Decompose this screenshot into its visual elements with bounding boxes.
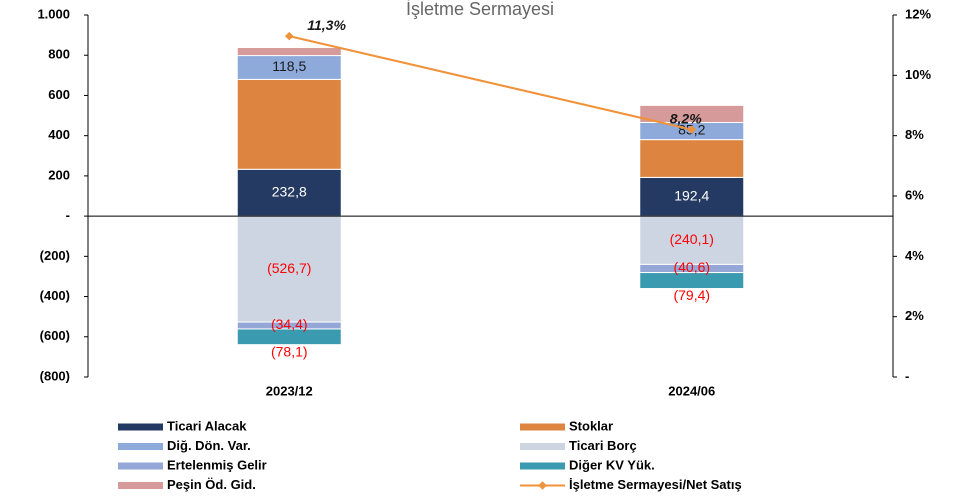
legend-label: Ticari Alacak — [167, 418, 247, 433]
value-label: (34,4) — [271, 316, 308, 332]
line-value-label: 8,2% — [670, 110, 702, 126]
legend-label: Diğer KV Yük. — [569, 457, 655, 472]
line-value-label: 11,3% — [307, 17, 346, 33]
y-tick-label: 600 — [48, 87, 70, 102]
legend-swatch — [520, 423, 565, 431]
y2-tick-label: 8% — [905, 127, 924, 142]
chart-title: İşletme Sermayesi — [406, 0, 554, 19]
bar-segment — [639, 272, 745, 290]
legend-swatch — [118, 462, 163, 470]
y-tick-label: 1.000 — [37, 6, 70, 21]
y2-tick-label: 12% — [905, 6, 931, 21]
value-label: (40,6) — [673, 259, 710, 275]
legend-label: Peşin Öd. Gid. — [167, 477, 256, 492]
y-tick-label: (800) — [40, 368, 70, 383]
value-label: (526,7) — [267, 260, 311, 276]
y2-tick-label: 10% — [905, 67, 931, 82]
bar-segment — [639, 104, 745, 123]
legend-label: Ticari Borç — [569, 438, 637, 453]
legend-label: İşletme Sermayesi/Net Satış — [569, 477, 742, 492]
y2-tick-label: 6% — [905, 187, 924, 202]
legend-swatch — [118, 482, 163, 489]
y-tick-label: (400) — [40, 288, 70, 303]
y2-tick-label: 2% — [905, 308, 924, 323]
legend-label: Stoklar — [569, 418, 613, 433]
value-label: (78,1) — [271, 343, 308, 359]
bar-segment — [639, 176, 745, 217]
y-tick-label: (600) — [40, 328, 70, 343]
y-tick-label: 800 — [48, 47, 70, 62]
value-label: 118,5 — [272, 58, 306, 74]
legend-label: Diğ. Dön. Var. — [167, 438, 251, 453]
y-tick-label: - — [66, 208, 70, 223]
legend-swatch — [520, 462, 565, 470]
bar-segment — [236, 47, 342, 57]
x-tick-label: 2023/12 — [266, 383, 313, 398]
value-label: 232,8 — [272, 183, 307, 199]
bar-segment — [639, 139, 745, 178]
bar-segment — [236, 328, 342, 346]
legend-swatch — [118, 423, 163, 431]
line-series — [289, 35, 692, 131]
legend-label: Ertelenmiş Gelir — [167, 457, 267, 472]
y-tick-label: (200) — [40, 248, 70, 263]
y2-tick-label: - — [905, 368, 909, 383]
bar-segment — [236, 78, 342, 170]
y-tick-label: 400 — [48, 127, 70, 142]
value-label: 192,4 — [674, 187, 709, 203]
value-label: (79,4) — [673, 287, 710, 303]
y-tick-label: 200 — [48, 167, 70, 182]
x-tick-label: 2024/06 — [668, 383, 715, 398]
legend-marker — [538, 481, 547, 490]
legend-swatch — [520, 443, 565, 450]
line-marker — [285, 31, 294, 41]
legend-swatch — [118, 443, 163, 450]
value-label: (240,1) — [670, 231, 714, 247]
y2-tick-label: 4% — [905, 248, 924, 263]
